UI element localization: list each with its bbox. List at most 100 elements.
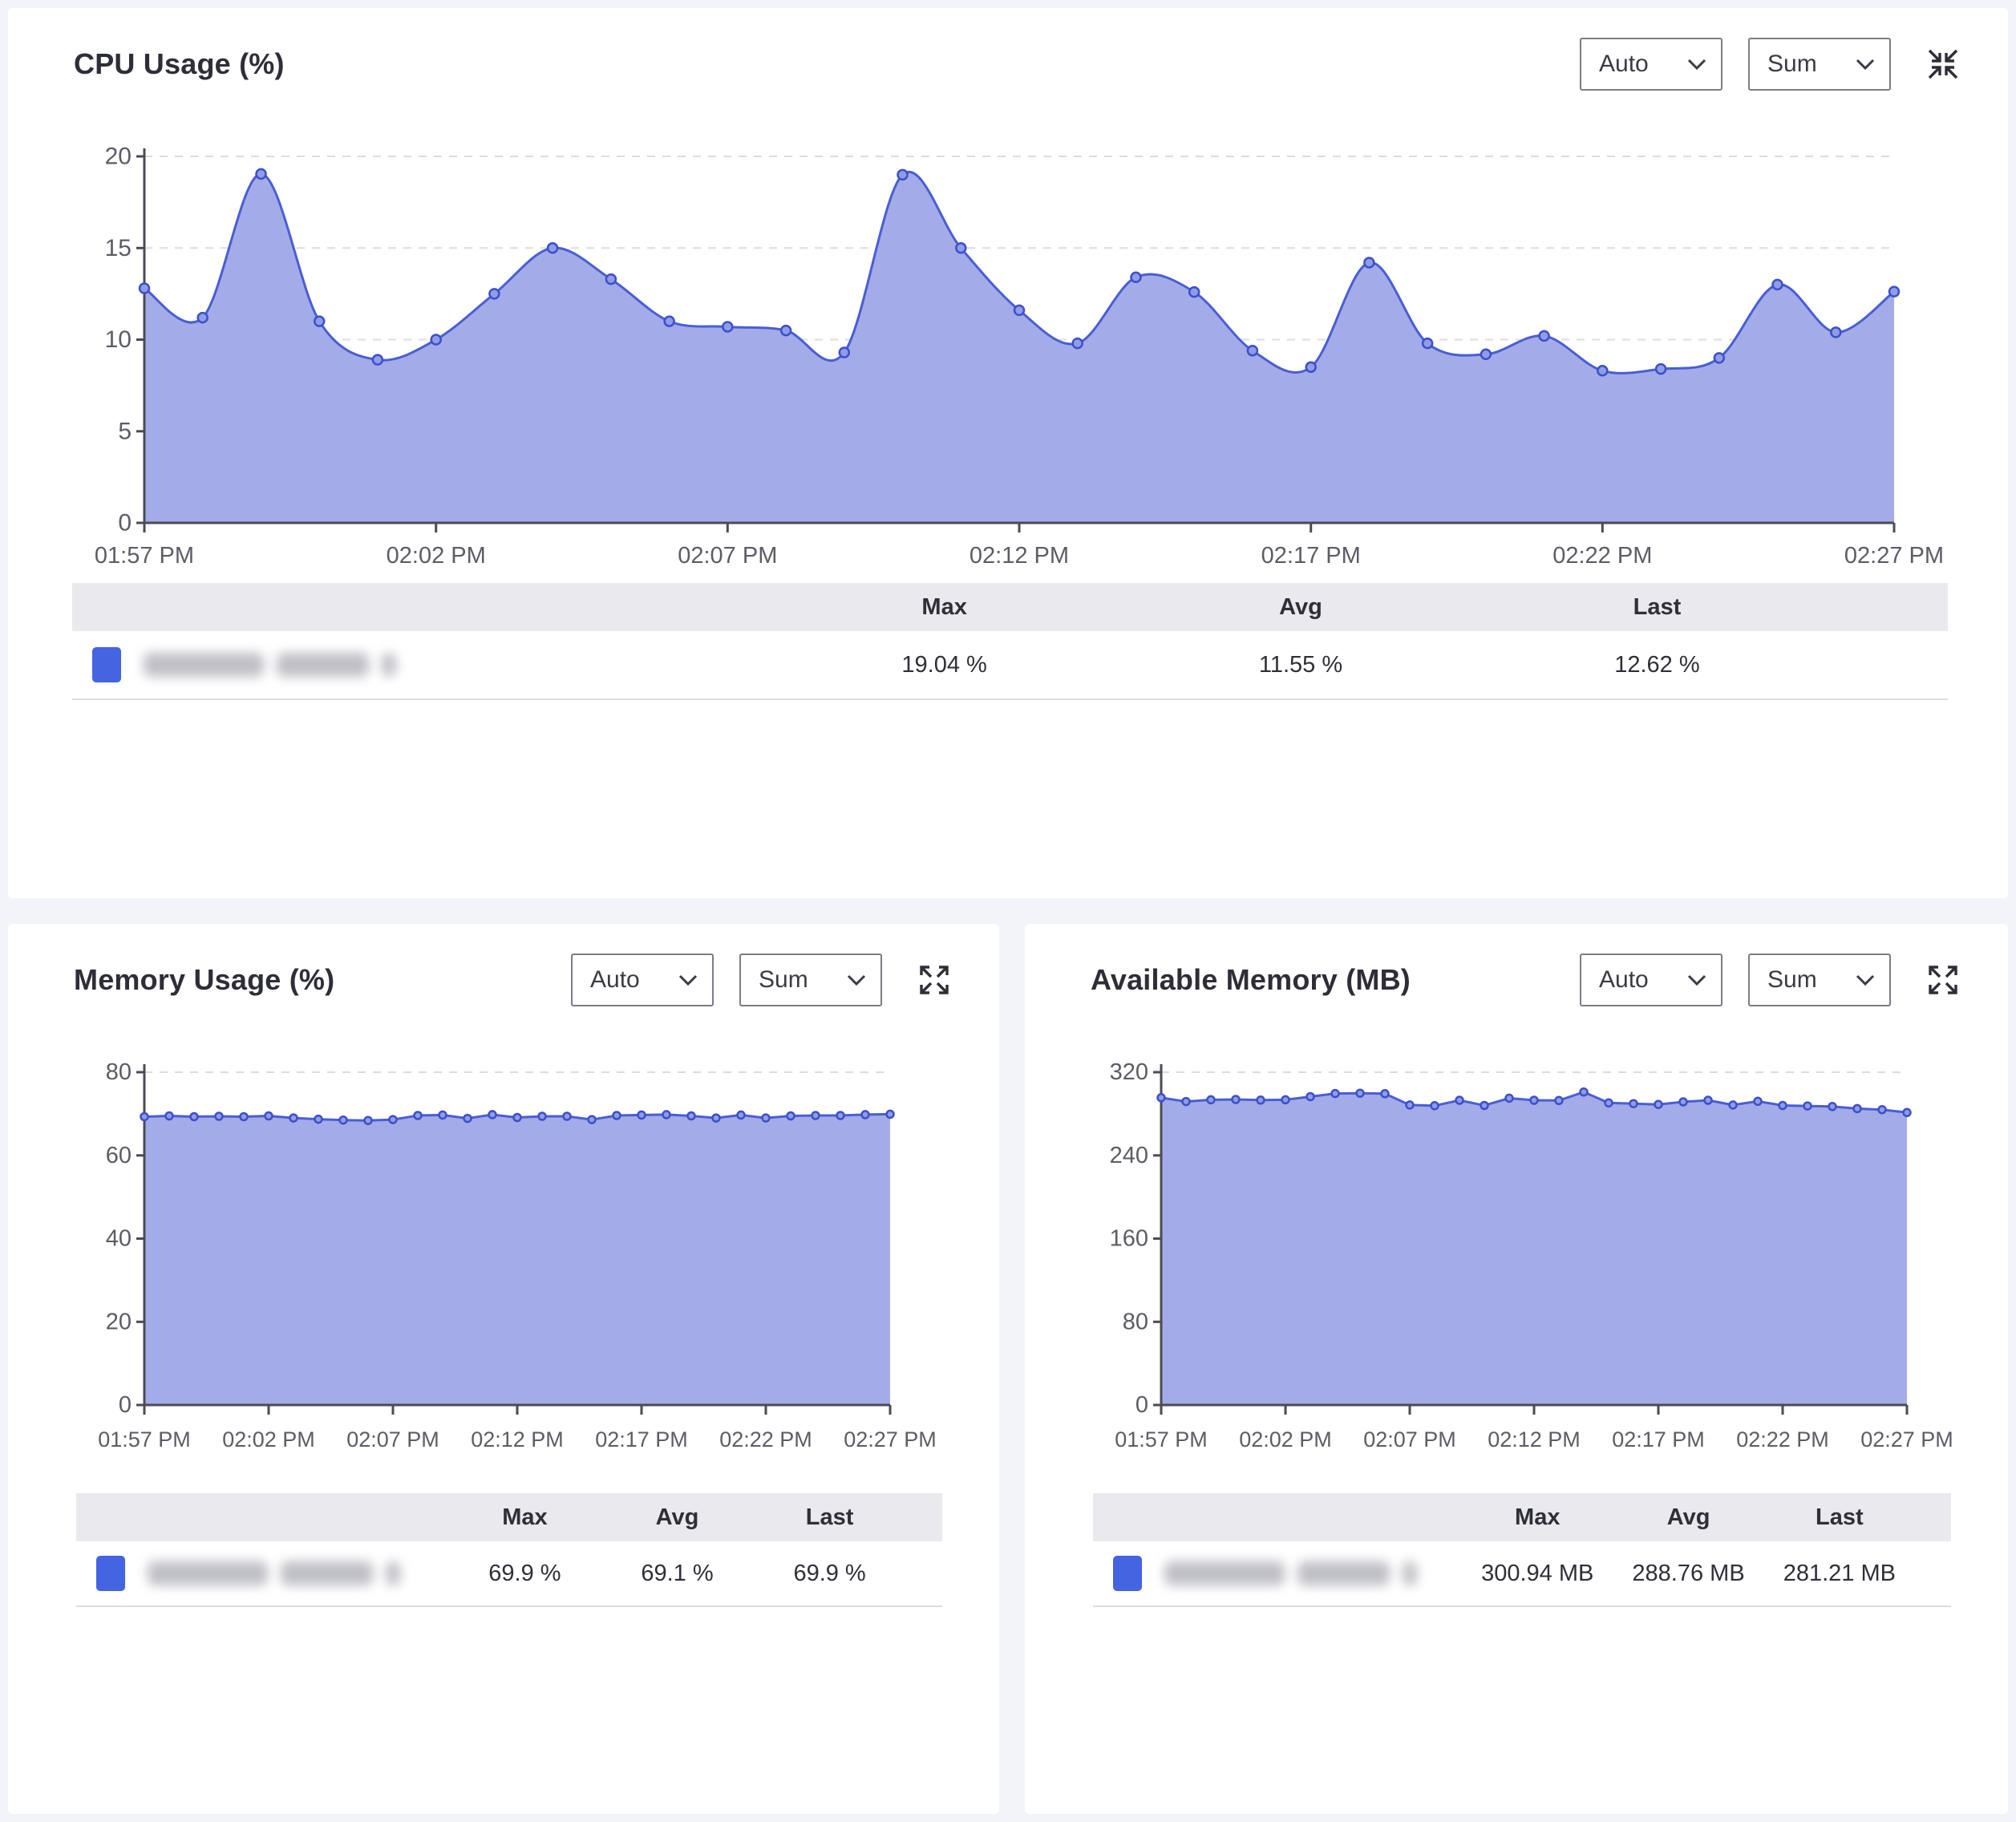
chevron-down-icon <box>1687 974 1706 986</box>
avg-column-header: Avg <box>1613 1493 1764 1541</box>
series-label-blurred <box>281 1561 373 1585</box>
svg-text:80: 80 <box>1123 1309 1148 1334</box>
stats-header-row: Max Avg Last <box>72 583 1948 631</box>
cpu-stats-table: Max Avg Last 19.04 <box>72 583 1948 700</box>
series-label-blurred <box>148 1561 268 1585</box>
spacer-column-header <box>905 1493 942 1541</box>
series-legend-row[interactable]: 69.9 % 69.1 % 69.9 % <box>76 1541 942 1607</box>
series-label-blurred <box>1403 1561 1417 1585</box>
svg-text:01:57 PM: 01:57 PM <box>1115 1427 1208 1452</box>
svg-text:02:07 PM: 02:07 PM <box>1363 1427 1456 1452</box>
chevron-down-icon <box>678 974 698 986</box>
available-memory-stats-table: Max Avg Last <box>1093 1493 1951 1607</box>
last-column-header: Last <box>1763 1493 1916 1541</box>
series-max-value: 19.04 % <box>766 631 1123 700</box>
svg-text:01:57 PM: 01:57 PM <box>98 1427 191 1452</box>
series-name-cell <box>76 1556 448 1591</box>
memory-usage-chart: 0 20 40 60 80 01:57 PM 02:02 PM 02:07 PM 02:12 P… <box>98 1059 937 1452</box>
series-label-blurred <box>386 1561 400 1585</box>
chevron-down-icon <box>847 974 866 986</box>
memory-scale-select[interactable]: Auto <box>571 954 714 1006</box>
last-column-header: Last <box>753 1493 906 1541</box>
svg-text:320: 320 <box>1110 1059 1148 1085</box>
memory-usage-panel: Memory Usage (%) Auto Sum <box>8 924 999 1814</box>
cpu-usage-chart: 0 5 10 15 20 01:57 PM 02:02 PM 02:07 PM 02:12 PM… <box>95 144 1944 569</box>
expand-panel-button[interactable] <box>914 960 954 1000</box>
series-legend-row[interactable]: 300.94 MB 288.76 MB 281.21 MB <box>1093 1541 1951 1607</box>
spacer-cell <box>1915 1541 1951 1607</box>
expand-panel-button[interactable] <box>1923 960 1963 1000</box>
memory-panel-title: Memory Usage (%) <box>74 963 335 996</box>
svg-text:0: 0 <box>118 510 132 536</box>
memory-panel-header: Memory Usage (%) Auto Sum <box>74 953 954 1007</box>
expand-icon <box>1929 966 1957 994</box>
cpu-scale-select[interactable]: Auto <box>1580 38 1723 91</box>
available-memory-scale-select-value: Auto <box>1599 966 1649 993</box>
svg-text:02:02 PM: 02:02 PM <box>222 1427 315 1452</box>
svg-text:02:27 PM: 02:27 PM <box>1860 1427 1953 1452</box>
svg-text:0: 0 <box>119 1392 132 1418</box>
series-legend-row[interactable]: 19.04 % 11.55 % 12.62 % <box>72 631 1948 700</box>
available-memory-panel-title: Available Memory (MB) <box>1091 963 1411 996</box>
max-column-header: Max <box>766 583 1123 631</box>
available-memory-chart: 0 80 160 240 320 01:57 PM 02:02 PM 02:07 PM 02:1… <box>1110 1059 1953 1452</box>
svg-text:01:57 PM: 01:57 PM <box>95 543 194 569</box>
svg-text:02:02 PM: 02:02 PM <box>1239 1427 1332 1452</box>
max-column-header: Max <box>448 1493 601 1541</box>
bottom-row: Memory Usage (%) Auto Sum <box>8 924 2008 1814</box>
series-swatch <box>96 1556 125 1591</box>
memory-panel-controls: Auto Sum <box>571 954 954 1006</box>
cpu-aggregate-select-value: Sum <box>1767 51 1817 77</box>
cpu-usage-panel: CPU Usage (%) Auto Sum <box>8 8 2008 898</box>
svg-text:02:02 PM: 02:02 PM <box>387 543 486 569</box>
svg-text:02:12 PM: 02:12 PM <box>471 1427 564 1452</box>
series-column-header <box>1093 1493 1463 1541</box>
available-memory-panel-header: Available Memory (MB) Auto Sum <box>1091 953 1963 1007</box>
stats-header-row: Max Avg Last <box>1093 1493 1951 1541</box>
chevron-down-icon <box>1687 59 1706 70</box>
stats-header-row: Max Avg Last <box>76 1493 942 1541</box>
collapse-panel-button[interactable] <box>1923 44 1963 84</box>
series-max-value: 69.9 % <box>448 1541 601 1607</box>
available-memory-scale-select[interactable]: Auto <box>1580 954 1723 1006</box>
cpu-scale-select-value: Auto <box>1599 51 1649 77</box>
series-name-cell <box>72 647 766 682</box>
chevron-down-icon <box>1856 974 1875 986</box>
max-column-header: Max <box>1462 1493 1613 1541</box>
svg-text:02:17 PM: 02:17 PM <box>1612 1427 1705 1452</box>
memory-aggregate-select[interactable]: Sum <box>739 954 882 1006</box>
expand-icon <box>920 966 949 994</box>
series-label-blurred <box>144 653 264 677</box>
svg-text:02:07 PM: 02:07 PM <box>678 543 777 569</box>
series-avg-value: 288.76 MB <box>1613 1541 1764 1607</box>
spacer-cell <box>905 1541 942 1607</box>
collapse-icon <box>1928 49 1958 79</box>
series-label-blurred <box>277 653 369 677</box>
avg-column-header: Avg <box>1122 583 1480 631</box>
svg-text:15: 15 <box>105 235 132 261</box>
svg-text:02:12 PM: 02:12 PM <box>1488 1427 1581 1452</box>
svg-text:20: 20 <box>106 1309 132 1334</box>
cpu-aggregate-select[interactable]: Sum <box>1748 38 1891 91</box>
svg-text:0: 0 <box>1136 1392 1148 1418</box>
svg-text:02:22 PM: 02:22 PM <box>1552 543 1652 569</box>
series-label-blurred <box>1164 1561 1285 1585</box>
series-last-value: 12.62 % <box>1479 631 1836 700</box>
svg-text:02:17 PM: 02:17 PM <box>595 1427 688 1452</box>
svg-text:60: 60 <box>106 1143 132 1168</box>
series-column-header <box>72 583 767 631</box>
svg-text:02:22 PM: 02:22 PM <box>1736 1427 1829 1452</box>
svg-text:02:07 PM: 02:07 PM <box>346 1427 439 1452</box>
cpu-panel-header: CPU Usage (%) Auto Sum <box>74 37 1963 91</box>
svg-text:02:22 PM: 02:22 PM <box>719 1427 812 1452</box>
svg-text:5: 5 <box>118 418 132 444</box>
memory-aggregate-select-value: Sum <box>759 966 808 993</box>
series-swatch <box>1113 1556 1142 1591</box>
memory-stats-table: Max Avg Last <box>76 1493 942 1607</box>
available-memory-aggregate-select[interactable]: Sum <box>1748 954 1891 1006</box>
last-column-header: Last <box>1479 583 1836 631</box>
spacer-column-header <box>1915 1493 1951 1541</box>
series-last-value: 281.21 MB <box>1763 1541 1916 1607</box>
available-memory-panel: Available Memory (MB) Auto Sum <box>1025 924 2008 1814</box>
